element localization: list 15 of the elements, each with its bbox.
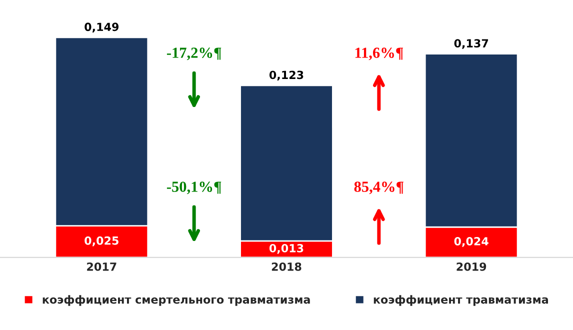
data-label: 0,137 bbox=[454, 39, 488, 49]
data-label: 0,024 bbox=[454, 237, 488, 247]
x-tick-label: 2019 bbox=[456, 262, 486, 271]
data-label: 0,013 bbox=[269, 244, 304, 254]
x-tick-label: 2018 bbox=[272, 262, 302, 271]
annotation: -50,1%¶ bbox=[166, 182, 222, 194]
annotation: -17,2%¶ bbox=[166, 48, 222, 60]
data-label: 0,149 bbox=[84, 22, 119, 32]
data-label: 0,025 bbox=[84, 236, 118, 246]
data-label: 0,123 bbox=[269, 70, 304, 81]
legend-label: коэффициент травматизма bbox=[374, 295, 548, 306]
legend-label: коэффициент смертельного травматизма bbox=[42, 295, 310, 306]
annotation: 11,6%¶ bbox=[355, 48, 403, 60]
annotation: 85,4%¶ bbox=[354, 182, 404, 194]
x-tick-label: 2017 bbox=[87, 262, 116, 271]
